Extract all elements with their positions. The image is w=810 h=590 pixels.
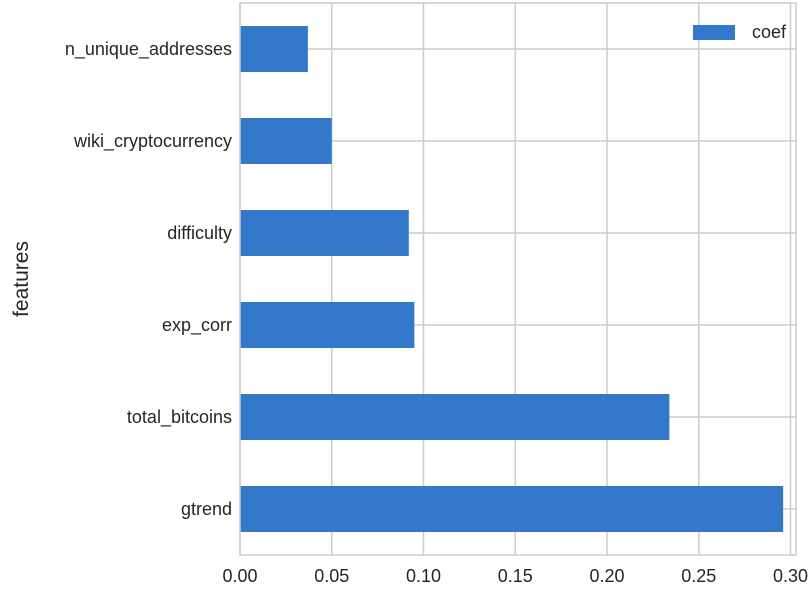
bar-total_bitcoins (240, 394, 670, 440)
plot-frame (239, 2, 797, 556)
x-tick-label: 0.00 (222, 566, 257, 586)
legend-swatch-coef (693, 25, 735, 40)
y-tick-label: gtrend (181, 499, 232, 519)
bar-n_unique_addresses (240, 26, 308, 72)
y-tick-labels: gtrend total_bitcoins exp_corr difficulty wi… (65, 39, 232, 519)
y-tick-label: exp_corr (162, 315, 232, 336)
x-tick-label: 0.25 (681, 566, 716, 586)
y-tick-label: total_bitcoins (127, 407, 232, 428)
bar-gtrend (240, 486, 784, 532)
y-tick-label: difficulty (167, 223, 232, 243)
bar-wiki_cryptocurrency (240, 118, 332, 164)
legend: coef (693, 22, 787, 42)
x-tick-label: 0.10 (406, 566, 441, 586)
x-tick-label: 0.05 (314, 566, 349, 586)
legend-label-coef: coef (752, 22, 787, 42)
y-tick-label: wiki_cryptocurrency (73, 131, 232, 152)
x-tick-label: 0.15 (498, 566, 533, 586)
bar-exp_corr (240, 302, 415, 348)
y-tick-label: n_unique_addresses (65, 39, 232, 60)
grid-lines (239, 3, 796, 555)
x-tick-label: 0.20 (589, 566, 624, 586)
bar-difficulty (240, 210, 409, 256)
x-tick-label: 0.30 (773, 566, 808, 586)
y-axis-label: features (10, 241, 33, 317)
x-tick-labels: 0.00 0.05 0.10 0.15 0.20 0.25 0.30 (222, 566, 808, 586)
bars (240, 26, 784, 532)
